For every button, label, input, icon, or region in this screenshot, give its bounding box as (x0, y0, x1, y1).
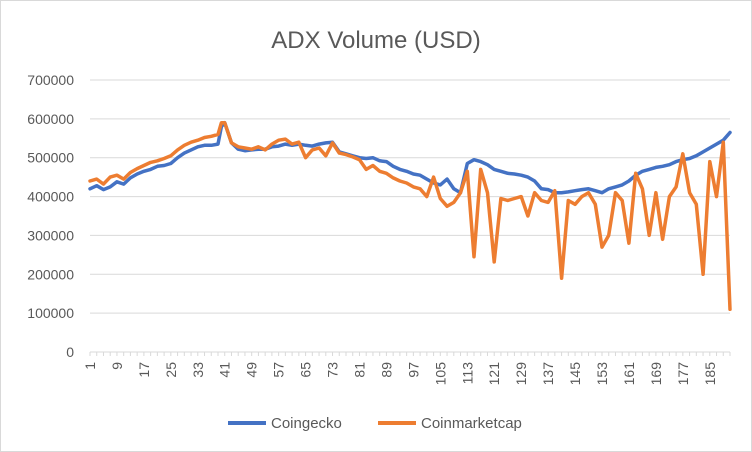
y-tick-label: 200000 (27, 266, 74, 282)
x-tick-label: 137 (540, 362, 556, 386)
x-tick-label: 105 (432, 362, 448, 386)
x-tick-label: 161 (621, 362, 637, 386)
x-tick-label: 49 (244, 362, 260, 378)
y-tick-label: 700000 (27, 72, 74, 88)
x-tick-label: 169 (648, 362, 664, 386)
y-axis-ticks: 0 100000 200000 300000 400000 500000 600000 700… (27, 72, 74, 360)
legend-label-coinmarketcap: Coinmarketcap (421, 415, 522, 432)
y-tick-label: 500000 (27, 150, 74, 166)
x-tick-label: 17 (136, 362, 152, 378)
x-tick-label: 1 (82, 362, 98, 370)
x-tick-label: 33 (190, 362, 206, 378)
series-line-coingecko (88, 120, 732, 195)
x-tick-label: 89 (378, 362, 394, 378)
x-tick-label: 113 (459, 362, 475, 385)
x-tick-label: 65 (298, 362, 314, 378)
x-axis-ticks: 1 9 17 25 33 41 49 57 65 73 81 89 97 105 113 121 129 137 1… (82, 352, 731, 386)
x-tick-label: 41 (217, 362, 233, 378)
y-tick-label: 400000 (27, 189, 74, 205)
x-tick-label: 73 (325, 362, 341, 378)
x-tick-label: 81 (351, 362, 367, 378)
y-tick-label: 600000 (27, 111, 74, 127)
x-tick-label: 153 (594, 362, 610, 386)
chart-title: ADX Volume (USD) (271, 27, 480, 54)
x-tick-label: 145 (567, 362, 583, 386)
series-lines (88, 120, 732, 312)
x-tick-label: 129 (513, 362, 529, 386)
x-tick-label: 177 (675, 362, 691, 386)
x-tick-label: 25 (163, 362, 179, 378)
legend: Coingecko Coinmarketcap (228, 415, 522, 432)
legend-label-coingecko: Coingecko (271, 415, 342, 432)
y-tick-label: 300000 (27, 227, 74, 243)
y-tick-label: 100000 (27, 305, 74, 321)
x-tick-label: 9 (109, 362, 125, 370)
series-line-coinmarketcap (88, 120, 732, 312)
x-tick-label: 121 (486, 362, 502, 386)
y-tick-label: 0 (66, 344, 74, 360)
x-tick-label: 57 (271, 362, 287, 378)
x-tick-label: 97 (405, 362, 421, 378)
x-tick-label: 185 (702, 362, 718, 386)
gridlines (90, 79, 730, 314)
